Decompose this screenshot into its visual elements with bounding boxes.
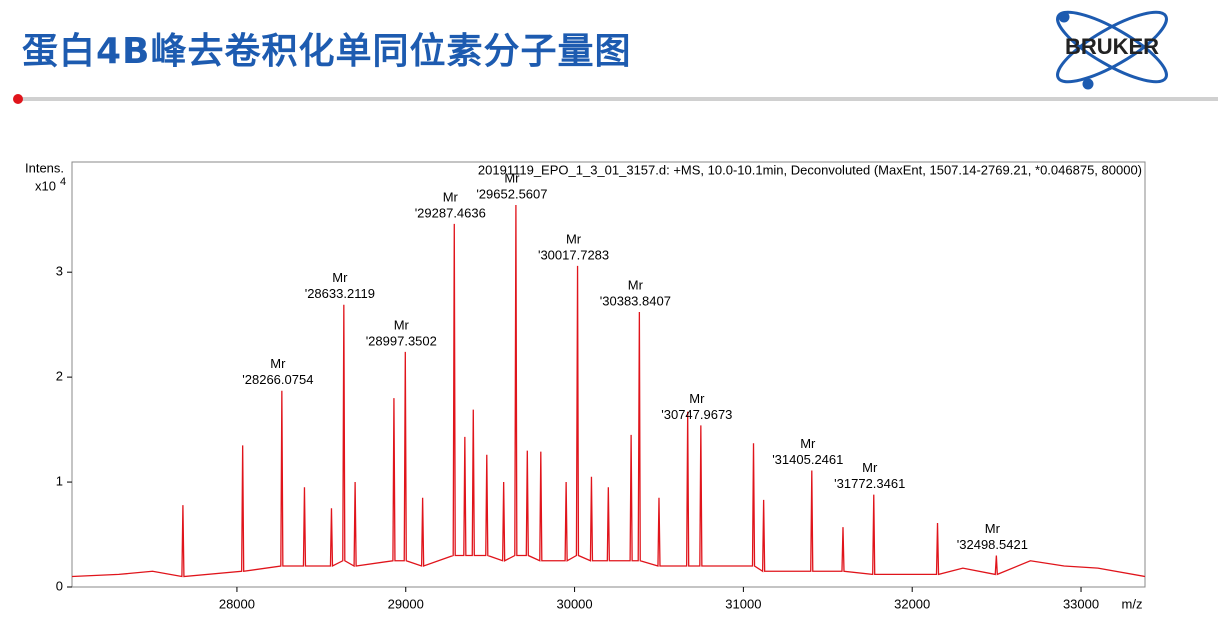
annotation-line: '28266.0754 xyxy=(242,372,313,387)
annotation-line: Mr xyxy=(394,317,410,332)
peak-annotation: Mr'30747.9673 xyxy=(661,391,732,422)
x-tick-label: 32000 xyxy=(894,596,930,611)
peak-annotation: Mr'28266.0754 xyxy=(242,356,313,387)
peak-annotation: Mr'31405.2461 xyxy=(772,436,843,467)
y-scale-base: x10 xyxy=(35,178,56,193)
annotation-line: '31772.3461 xyxy=(834,476,905,491)
annotation-line: '30383.8407 xyxy=(600,293,671,308)
annotation-line: Mr xyxy=(332,270,348,285)
peak-annotation: Mr'32498.5421 xyxy=(957,521,1028,552)
y-tick-label: 1 xyxy=(56,473,63,488)
y-tick-label: 3 xyxy=(56,264,63,279)
x-tick-label: 30000 xyxy=(556,596,592,611)
y-tick-label: 0 xyxy=(56,578,63,593)
peak-annotation: Mr'28633.2119 xyxy=(305,270,375,301)
annotation-line: Mr xyxy=(504,170,520,185)
x-tick-label: 33000 xyxy=(1063,596,1099,611)
peak-annotation: Mr'28997.3502 xyxy=(366,317,437,348)
peak-annotation: Mr'29287.4636 xyxy=(415,189,486,220)
x-tick-label: 28000 xyxy=(219,596,255,611)
annotation-line: Mr xyxy=(628,277,644,292)
annotation-line: '30747.9673 xyxy=(661,407,732,422)
annotation-line: '28633.2119 xyxy=(305,286,375,301)
annotation-line: '32498.5421 xyxy=(957,537,1028,552)
plot-frame xyxy=(71,161,1146,588)
y-scale-exponent: 4 xyxy=(60,176,66,188)
annotation-line: '29652.5607 xyxy=(476,186,547,201)
annotation-line: Mr xyxy=(985,521,1001,536)
logo-text: BRUKER xyxy=(1065,34,1159,59)
x-tick-label: 31000 xyxy=(725,596,761,611)
annotation-line: Mr xyxy=(566,231,582,246)
annotation-line: Mr xyxy=(270,356,286,371)
annotation-line: '29287.4636 xyxy=(415,205,486,220)
logo xyxy=(1056,10,1168,90)
annotation-line: Mr xyxy=(443,189,459,204)
spectrum-line xyxy=(71,205,1146,578)
peak-annotation: Mr'30017.7283 xyxy=(538,231,609,262)
annotation-line: Mr xyxy=(689,391,705,406)
slide-title: 蛋白4B峰去卷积化单同位素分子量图 xyxy=(22,31,632,72)
peak-annotation: Mr'31772.3461 xyxy=(834,460,905,491)
x-tick-label: 29000 xyxy=(388,596,424,611)
x-axis-label: m/z xyxy=(1122,596,1143,611)
annotation-line: '28997.3502 xyxy=(366,333,437,348)
y-axis-label: Intens. xyxy=(25,160,64,175)
annotation-line: Mr xyxy=(800,436,816,451)
chart-subtitle: 20191119_EPO_1_3_01_3157.d: +MS, 10.0-10… xyxy=(478,162,1142,177)
peak-annotation: Mr'30383.8407 xyxy=(600,277,671,308)
annotation-line: '30017.7283 xyxy=(538,247,609,262)
annotation-line: '31405.2461 xyxy=(772,452,843,467)
annotation-line: Mr xyxy=(862,460,878,475)
peak-annotation: Mr'29652.5607 xyxy=(476,170,547,201)
divider-dot xyxy=(13,94,23,104)
y-tick-label: 2 xyxy=(56,369,63,384)
